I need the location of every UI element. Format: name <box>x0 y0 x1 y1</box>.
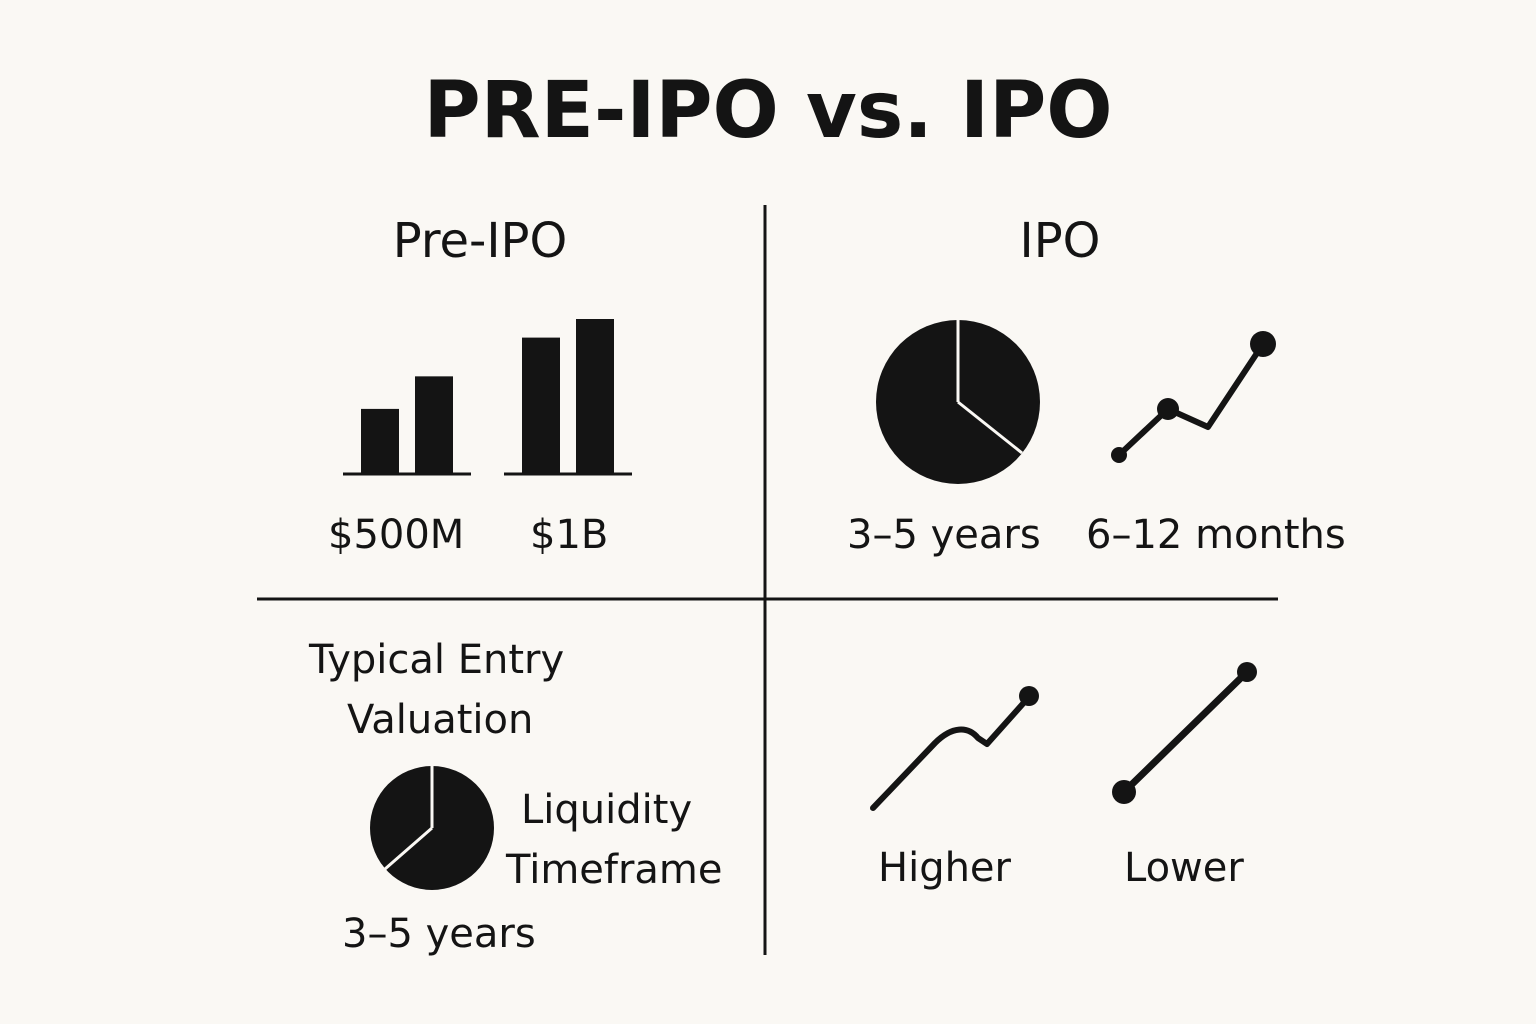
bar-large-group-b <box>576 319 614 474</box>
liquidity-label-line1: Liquidity <box>521 787 693 833</box>
ipo-timeframe-label: 3–5 years <box>847 512 1041 558</box>
higher-label: Higher <box>878 845 1011 891</box>
bar-small-group-a <box>361 408 399 474</box>
bar-label-500m: $500M <box>328 512 465 558</box>
ipo-months-label: 6–12 months <box>1086 512 1346 558</box>
bar-small-group-b <box>415 376 453 474</box>
lower-label: Lower <box>1124 845 1244 891</box>
entry-valuation-title-line1: Typical Entry <box>309 637 565 683</box>
bar-label-1b: $1B <box>530 512 609 558</box>
page-title: PRE-IPO vs. IPO <box>423 66 1113 156</box>
line-chart-icon <box>1111 331 1276 463</box>
pie-chart-icon <box>370 766 494 890</box>
diagonal-line-icon <box>1112 662 1257 804</box>
liquidity-label-line2: Timeframe <box>506 847 723 893</box>
ipo-heading: IPO <box>1019 213 1101 269</box>
pre-ipo-timeframe-label: 3–5 years <box>342 911 536 957</box>
bar-large-group-a <box>522 337 560 474</box>
entry-valuation-title-line2: Valuation <box>347 697 534 743</box>
bar-chart-icon <box>343 319 632 476</box>
pie-chart-icon <box>876 320 1040 484</box>
rising-line-icon <box>870 686 1039 811</box>
pre-ipo-heading: Pre-IPO <box>392 213 568 269</box>
